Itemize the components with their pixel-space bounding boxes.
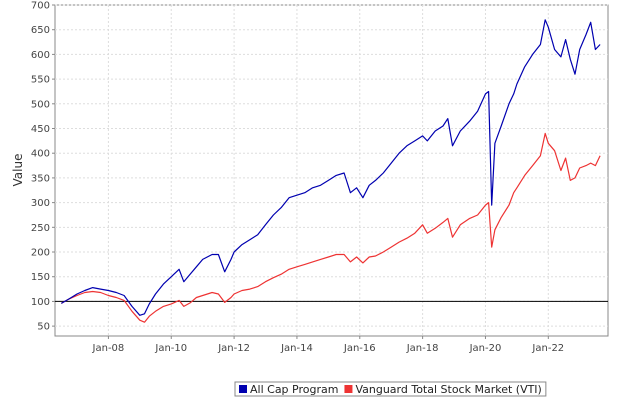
y-tick-label: 400 — [31, 149, 50, 160]
series-line-all-cap-program — [61, 19, 601, 316]
y-tick-label: 700 — [31, 1, 50, 12]
y-tick-label: 350 — [31, 173, 50, 184]
x-tick-label: Jan-16 — [343, 343, 376, 354]
series-line-vti — [61, 132, 601, 323]
x-tick-label: Jan-14 — [280, 343, 313, 354]
y-tick-label: 600 — [31, 50, 50, 61]
y-tick-label: 250 — [31, 223, 50, 234]
legend-swatch — [344, 385, 353, 393]
x-tick-label: Jan-08 — [92, 343, 125, 354]
y-axis-title: Value — [11, 154, 25, 187]
y-tick-label: 550 — [31, 75, 50, 86]
y-tick-label: 100 — [31, 297, 50, 308]
y-tick-label: 200 — [31, 248, 50, 259]
legend: All Cap Program Vanguard Total Stock Mark… — [234, 381, 547, 397]
plot-area — [54, 4, 609, 337]
y-tick-label: 650 — [31, 25, 50, 36]
y-tick-label: 450 — [31, 124, 50, 135]
x-tick-label: Jan-18 — [406, 343, 439, 354]
x-tick-label: Jan-20 — [469, 343, 502, 354]
y-tick-label: 150 — [31, 272, 50, 283]
axes: 50 100 150 200 250 300 350 400 450 500 550 600 650 70… — [31, 1, 564, 355]
x-tick-label: Jan-10 — [154, 343, 187, 354]
legend-item: All Cap Program — [239, 383, 338, 396]
legend-label: Vanguard Total Stock Market (VTI) — [355, 383, 541, 396]
legend-item: Vanguard Total Stock Market (VTI) — [344, 383, 542, 396]
y-tick-label: 300 — [31, 198, 50, 209]
x-tick-label: Jan-12 — [217, 343, 250, 354]
y-tick-label: 50 — [37, 322, 50, 333]
x-tick-label: Jan-22 — [531, 343, 564, 354]
legend-box — [234, 381, 547, 397]
legend-label: All Cap Program — [250, 383, 338, 396]
series-lines — [61, 19, 601, 323]
y-tick-label: 500 — [31, 99, 50, 110]
legend-swatch — [239, 385, 247, 393]
